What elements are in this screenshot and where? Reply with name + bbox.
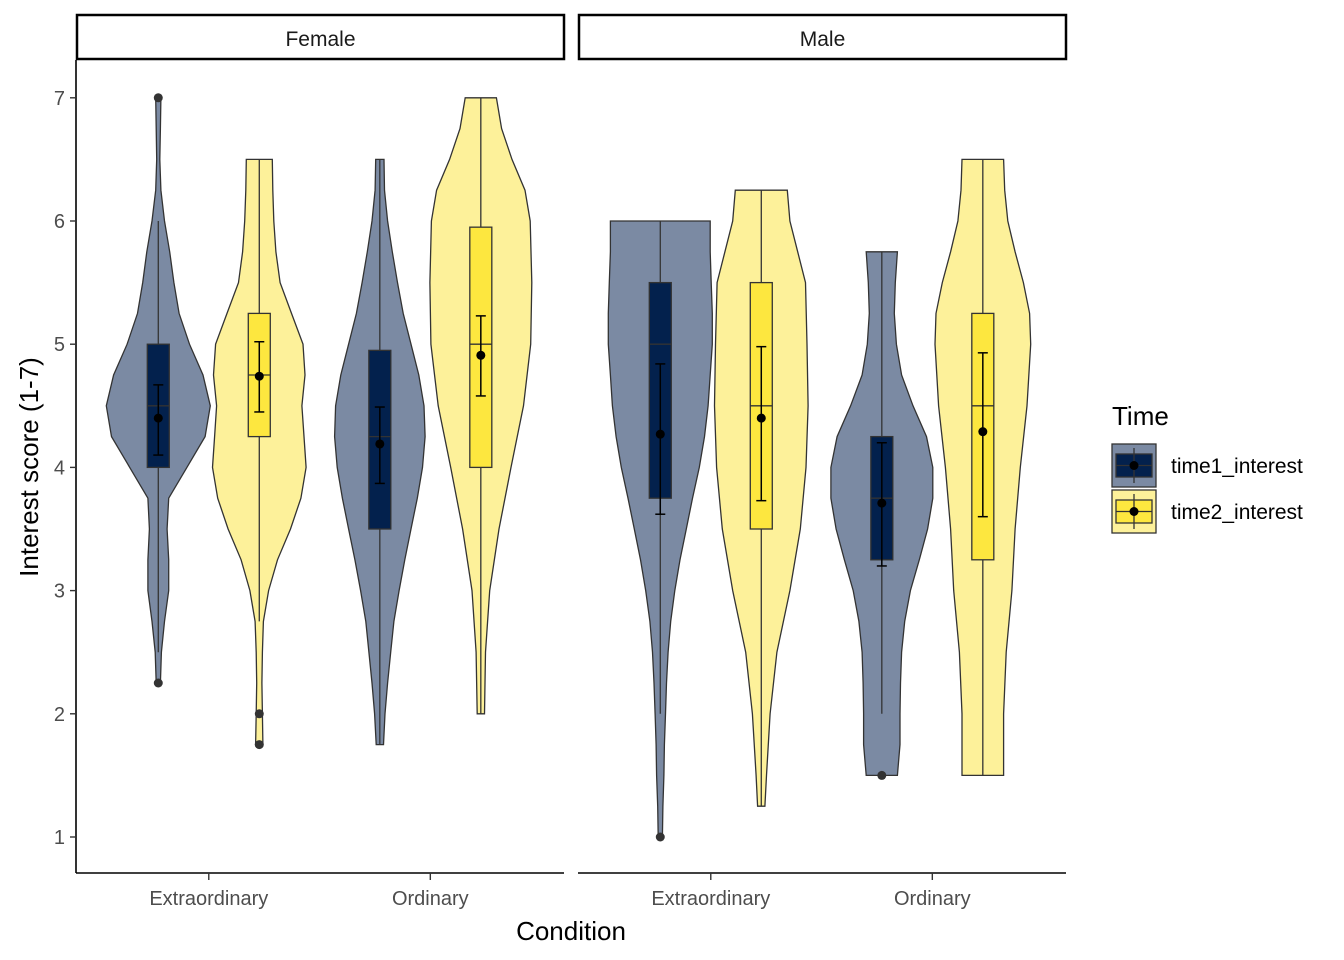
mean-point bbox=[254, 371, 264, 381]
panel-strip-label: Male bbox=[800, 28, 846, 51]
mean-point bbox=[153, 413, 163, 423]
mean-point bbox=[476, 350, 486, 360]
x-tick-label: Ordinary bbox=[392, 888, 469, 910]
x-tick-label: Extraordinary bbox=[149, 888, 268, 910]
x-tick-label: Ordinary bbox=[894, 888, 971, 910]
legend-label: time2_interest bbox=[1171, 501, 1303, 524]
outlier-point bbox=[655, 832, 665, 842]
outlier-point bbox=[254, 740, 264, 750]
x-tick-label: Extraordinary bbox=[651, 888, 770, 910]
x-axis-title: Condition bbox=[516, 916, 626, 946]
violin-group bbox=[607, 220, 713, 842]
violin-group bbox=[830, 251, 934, 780]
panel-strip-male bbox=[577, 13, 1068, 61]
outlier-point bbox=[153, 678, 163, 688]
mean-point bbox=[877, 498, 887, 508]
y-tick-label: 2 bbox=[54, 704, 65, 726]
y-axis-title: Interest score (1-7) bbox=[14, 357, 44, 577]
legend-item-time1_interest: time1_interest bbox=[1111, 443, 1303, 488]
legend-title: Time bbox=[1112, 401, 1169, 431]
y-tick-label: 4 bbox=[54, 457, 65, 479]
outlier-point bbox=[877, 770, 887, 780]
legend-item-time2_interest: time2_interest bbox=[1111, 489, 1303, 534]
mean-point bbox=[756, 413, 766, 423]
violin-group bbox=[934, 158, 1032, 777]
y-tick-label: 6 bbox=[54, 211, 65, 233]
legend: Time time1_interest time2_interest bbox=[1111, 401, 1303, 534]
y-tick-label: 3 bbox=[54, 581, 65, 603]
legend-key-point bbox=[1129, 461, 1139, 470]
legend-key-point bbox=[1129, 507, 1139, 516]
y-tick-label: 1 bbox=[54, 827, 65, 849]
violin-group bbox=[211, 158, 307, 750]
y-tick-label: 5 bbox=[54, 334, 65, 356]
y-tick-label: 7 bbox=[54, 88, 65, 110]
outlier-point bbox=[254, 709, 264, 719]
violin-group bbox=[713, 189, 809, 807]
mean-point bbox=[655, 429, 665, 439]
violin-group bbox=[429, 97, 533, 715]
outlier-point bbox=[153, 93, 163, 103]
violin-group bbox=[105, 93, 211, 688]
panel-strip-label: Female bbox=[285, 28, 355, 51]
violin-group bbox=[333, 158, 426, 746]
legend-label: time1_interest bbox=[1171, 455, 1303, 478]
mean-point bbox=[978, 427, 988, 437]
mean-point bbox=[375, 439, 385, 449]
panel-strip-female bbox=[75, 13, 566, 61]
